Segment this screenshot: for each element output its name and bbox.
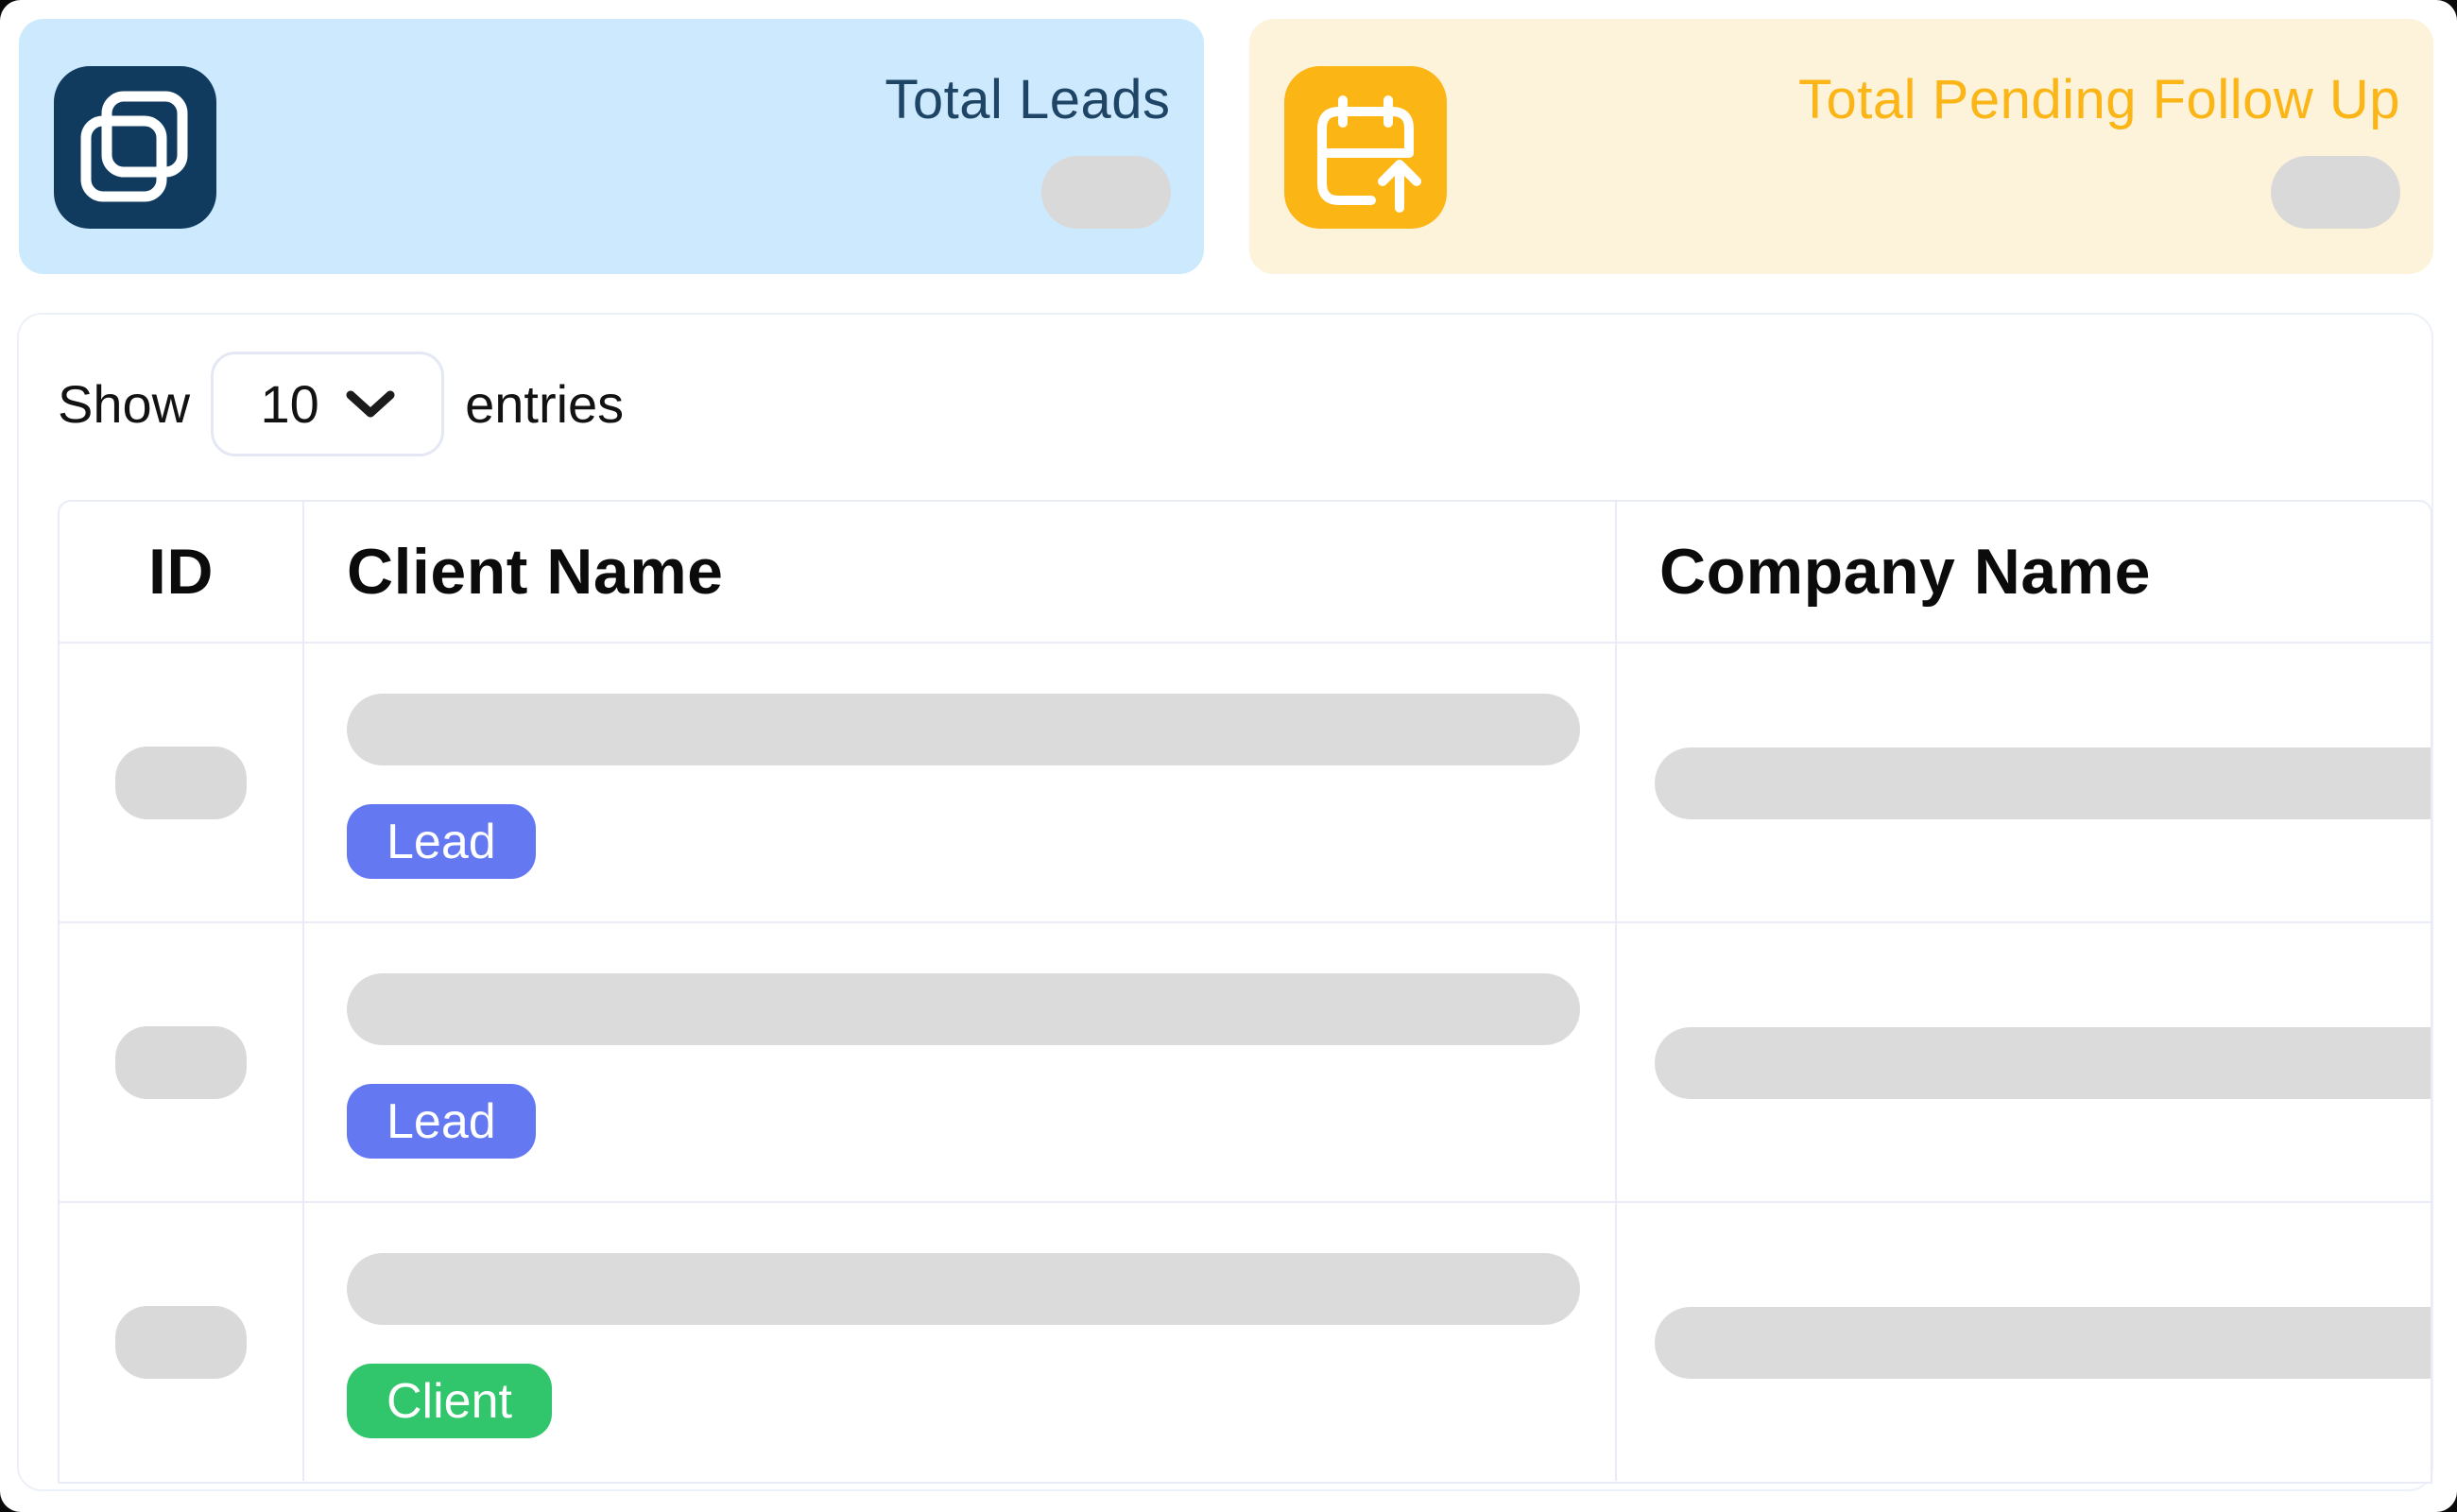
company-name-skeleton	[1655, 1027, 2431, 1099]
client-name-cell: Lead	[302, 644, 1615, 921]
company-name-skeleton	[1655, 747, 2431, 819]
entries-label: entries	[465, 373, 625, 434]
status-badge: Client	[347, 1364, 552, 1438]
id-skeleton	[115, 1305, 247, 1379]
calendar-up-icon	[1283, 66, 1447, 229]
column-header-company-name[interactable]: Company Name	[1615, 502, 2431, 642]
status-badge: Lead	[347, 804, 536, 879]
company-name-cell	[1615, 923, 2431, 1201]
total-pending-count-skeleton	[2271, 156, 2400, 229]
id-cell	[60, 644, 302, 921]
page-size-value: 10	[260, 373, 319, 434]
id-skeleton	[115, 746, 247, 819]
company-name-cell	[1615, 1203, 2431, 1481]
id-skeleton	[115, 1025, 247, 1099]
column-header-id[interactable]: ID	[148, 536, 214, 608]
chevron-down-icon	[346, 389, 395, 420]
client-name-skeleton	[347, 1253, 1580, 1325]
id-cell	[60, 1203, 302, 1481]
client-name-cell: Client	[302, 1203, 1615, 1481]
company-name-cell	[1615, 644, 2431, 921]
page-size-select[interactable]: 10	[211, 352, 445, 456]
company-name-skeleton	[1655, 1307, 2431, 1379]
id-cell	[60, 923, 302, 1201]
table-row[interactable]: Lead	[60, 644, 2431, 923]
leads-table-panel: Show 10 entries ID Client Name Company N…	[17, 313, 2433, 1491]
stat-cards-row: Total Leads Total Pending Follow Up	[19, 19, 2433, 274]
client-name-skeleton	[347, 694, 1580, 765]
table-row[interactable]: Lead	[60, 923, 2431, 1203]
page-size-control: Show 10 entries	[58, 352, 624, 456]
client-name-cell: Lead	[302, 923, 1615, 1201]
total-leads-count-skeleton	[1040, 156, 1171, 229]
table-row[interactable]: Client	[60, 1203, 2431, 1481]
total-leads-title: Total Leads	[885, 69, 1171, 130]
total-pending-follow-up-title: Total Pending Follow Up	[1798, 69, 2400, 130]
client-name-skeleton	[347, 973, 1580, 1045]
leads-table: ID Client Name Company Name Lead	[58, 500, 2432, 1484]
show-label: Show	[58, 373, 191, 434]
copy-icon	[54, 66, 216, 229]
table-header-row: ID Client Name Company Name	[60, 502, 2431, 644]
total-pending-follow-up-card[interactable]: Total Pending Follow Up	[1248, 19, 2433, 274]
total-leads-card[interactable]: Total Leads	[19, 19, 1204, 274]
column-header-client-name[interactable]: Client Name	[302, 502, 1615, 642]
status-badge: Lead	[347, 1084, 536, 1159]
